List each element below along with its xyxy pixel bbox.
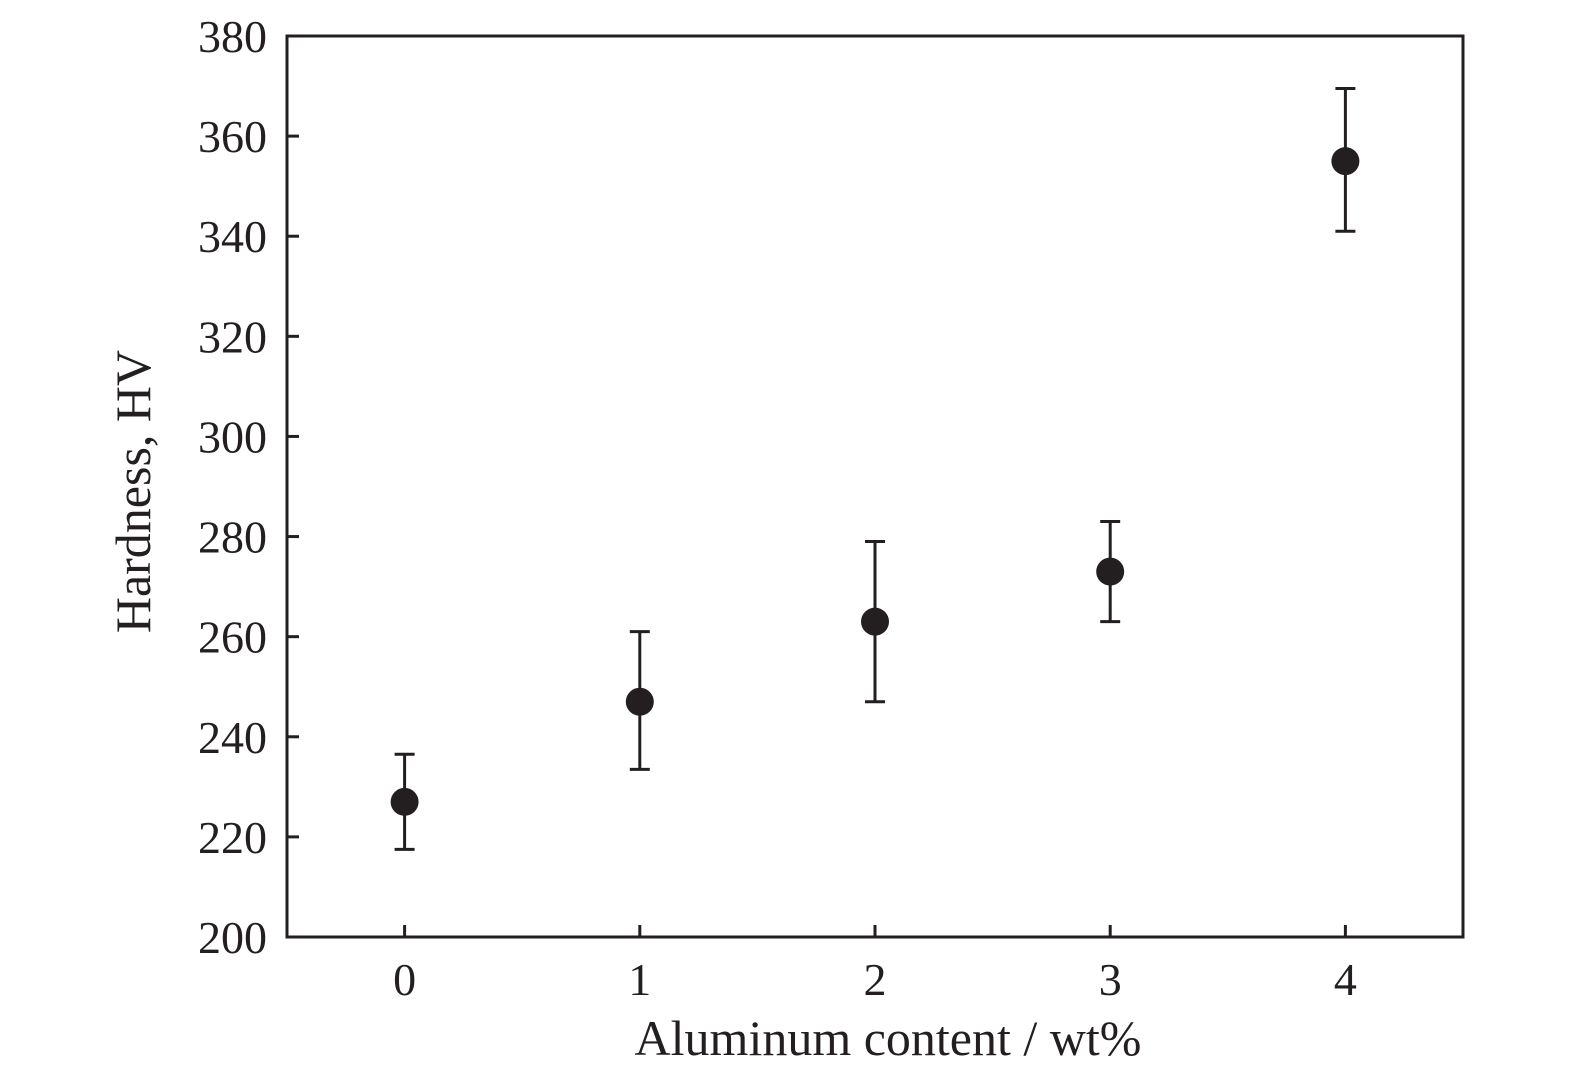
plot-frame [285,34,1465,939]
y-tick-label: 260 [198,612,267,663]
x-tick-label: 0 [393,954,416,1005]
x-tick-label: 3 [1099,954,1122,1005]
y-tick-label: 380 [198,11,267,62]
x-axis-label: Aluminum content / wt% [635,1010,1142,1066]
y-tick-label: 220 [198,812,267,863]
y-tick-label: 340 [198,211,267,262]
y-tick-label: 360 [198,111,267,162]
y-tick-label: 280 [198,512,267,563]
points-layer [390,147,1360,816]
y-axis-label: Hardness, HV [105,350,161,633]
y-tick-label: 240 [198,712,267,763]
ticks-layer [287,34,1347,939]
ticklabels-layer: 200 220 240 260 280 300 320 340 360 380 0 1 2 3 4 [198,11,1357,1005]
y-tick-label: 200 [198,912,267,963]
errorbars-layer [394,87,1356,851]
y-tick-label: 300 [198,411,267,462]
x-tick-label: 4 [1334,954,1357,1005]
data-point [390,787,419,816]
x-tick-label: 2 [864,954,887,1005]
data-point [1096,557,1125,586]
data-point [625,687,654,716]
data-point [861,607,889,636]
x-tick-label: 1 [628,954,651,1005]
y-tick-label: 320 [198,311,267,362]
data-point [1331,147,1360,176]
